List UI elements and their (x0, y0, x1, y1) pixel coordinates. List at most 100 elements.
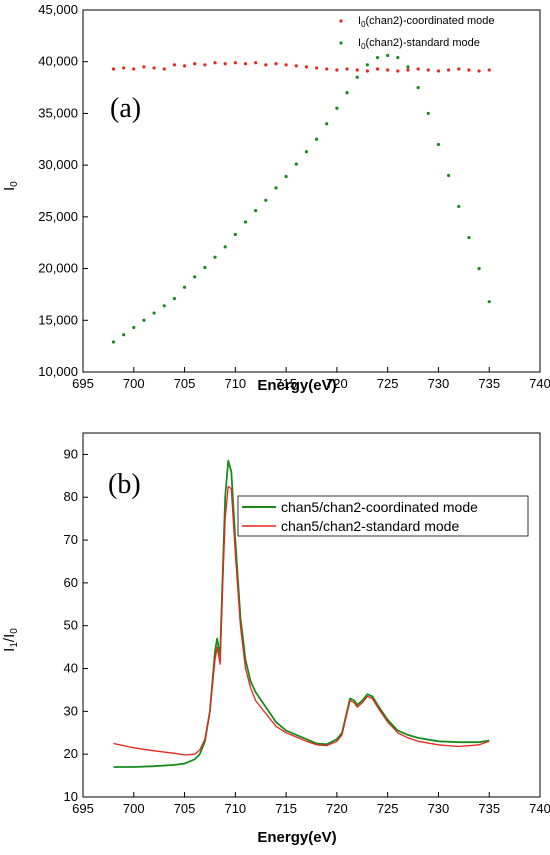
panel-a-x-tick-label: 740 (529, 376, 550, 391)
data-point-standard (436, 142, 441, 147)
panel-b-y-tick-label: 90 (64, 446, 78, 461)
panel-a-x-tick-label: 720 (326, 376, 348, 391)
data-point-standard (416, 85, 420, 90)
data-point-coordinated (152, 66, 156, 70)
panel-b-x-tick-label: 735 (478, 801, 500, 816)
panel-a-x-tick-label: 715 (275, 376, 297, 391)
data-point-coordinated (314, 66, 319, 70)
data-point-standard (284, 174, 288, 179)
panel-a-y-tick-label: 45,000 (38, 2, 78, 17)
panel-a-y-axis-label: I0 (1, 181, 20, 191)
panel-a-legend: I0(chan2)-coordinated mode I0(chan2)-sta… (339, 15, 495, 51)
data-point-coordinated (203, 63, 207, 67)
panel-b-legend: chan5/chan2-coordinated mode chan5/chan2… (237, 495, 529, 537)
panel-a-chart: (a) Energy(eV) I0 I0(chan2)-coordinated … (1, 2, 550, 394)
data-point-standard (233, 232, 237, 237)
data-point-coordinated (254, 61, 258, 65)
data-point-standard (375, 55, 380, 60)
data-point-coordinated (162, 67, 166, 71)
legend-label-standard: chan5/chan2-standard mode (281, 518, 459, 534)
data-point-standard (132, 325, 136, 330)
data-point-coordinated (436, 69, 441, 73)
data-point-coordinated (182, 64, 187, 68)
panel-b-y-tick-label: 60 (64, 575, 78, 590)
panel-b-x-tick-label: 725 (377, 801, 399, 816)
data-point-standard (467, 235, 471, 240)
data-point-coordinated (487, 68, 491, 72)
panel-a-y-tick-label: 40,000 (38, 54, 78, 69)
data-point-standard (274, 186, 278, 190)
panel-a-x-axis-label: Energy(eV) (257, 377, 336, 394)
data-point-standard (203, 265, 207, 270)
panel-a-x-tick-label: 725 (377, 376, 399, 391)
data-point-coordinated (447, 68, 451, 72)
data-point-standard (152, 311, 156, 315)
data-point-standard (162, 304, 166, 308)
data-point-standard (213, 255, 217, 259)
panel-b-label: (b) (108, 469, 141, 500)
panel-a-x-tick-label: 710 (224, 376, 246, 391)
data-point-coordinated (406, 68, 410, 72)
data-point-coordinated (365, 69, 369, 73)
panel-b-y-tick-label: 30 (64, 703, 78, 718)
data-point-standard (243, 220, 248, 224)
panel-b-y-tick-label: 20 (64, 746, 78, 761)
data-point-coordinated (355, 68, 359, 72)
data-point-coordinated (457, 67, 461, 71)
data-point-coordinated (213, 61, 217, 65)
data-point-coordinated (416, 67, 420, 71)
data-point-coordinated (142, 65, 146, 69)
panel-a-y-tick-label: 20,000 (38, 261, 78, 276)
panel-b-chart: (b) Energy(eV) I1/I0 chan5/chan2-coordin… (1, 432, 550, 846)
panel-b-x-tick-label: 740 (529, 801, 550, 816)
panel-b-x-tick-label: 700 (123, 801, 145, 816)
panel-b-x-tick-label: 715 (275, 801, 297, 816)
panel-a-label: (a) (110, 93, 141, 124)
data-point-standard (426, 111, 430, 116)
panel-b-x-tick-label: 730 (428, 801, 450, 816)
data-point-coordinated (467, 68, 471, 72)
data-point-standard (182, 285, 187, 289)
data-point-standard (396, 55, 400, 60)
panel-b-y-tick-label: 10 (64, 789, 78, 804)
legend-box (237, 495, 529, 537)
legend-label-standard: I0(chan2)-standard mode (358, 37, 480, 51)
data-point-standard (386, 53, 390, 58)
data-point-standard (355, 75, 359, 79)
data-point-standard (223, 245, 227, 249)
data-point-standard (264, 198, 268, 202)
data-point-standard (487, 300, 491, 304)
data-point-coordinated (111, 67, 116, 71)
panel-b-x-tick-label: 710 (224, 801, 246, 816)
panel-b-x-tick-label: 695 (72, 801, 94, 816)
panel-a-x-tick-label: 705 (174, 376, 196, 391)
data-point-coordinated (426, 68, 430, 72)
series-line-standard (113, 485, 490, 756)
panel-b-y-tick-label: 50 (64, 618, 78, 633)
legend-label-coordinated: I0(chan2)-coordinated mode (358, 15, 495, 29)
panel-a-y-tick-label: 25,000 (38, 209, 78, 224)
legend-marker-coordinated (339, 19, 343, 23)
data-point-standard (314, 137, 319, 141)
data-point-coordinated (122, 66, 126, 70)
data-point-coordinated (304, 65, 309, 69)
data-point-standard (447, 173, 451, 178)
data-point-coordinated (386, 68, 390, 72)
data-point-standard (254, 209, 258, 213)
panel-b-y-axis-label: I1/I0 (1, 628, 20, 652)
legend-label-coordinated: chan5/chan2-coordinated mode (281, 499, 478, 515)
data-point-coordinated (284, 63, 288, 67)
data-point-standard (142, 318, 146, 322)
panel-a-y-tick-label: 35,000 (38, 105, 78, 120)
data-point-coordinated (132, 67, 136, 71)
panel-a-x-tick-label: 700 (123, 376, 145, 391)
data-point-standard (122, 333, 126, 337)
data-point-standard (335, 106, 339, 110)
data-point-coordinated (325, 67, 329, 71)
data-point-coordinated (264, 63, 268, 67)
data-point-coordinated (193, 62, 197, 66)
panel-b-y-tick-label: 80 (64, 489, 78, 504)
panel-a-x-tick-label: 695 (72, 376, 94, 391)
data-point-standard (325, 122, 329, 126)
